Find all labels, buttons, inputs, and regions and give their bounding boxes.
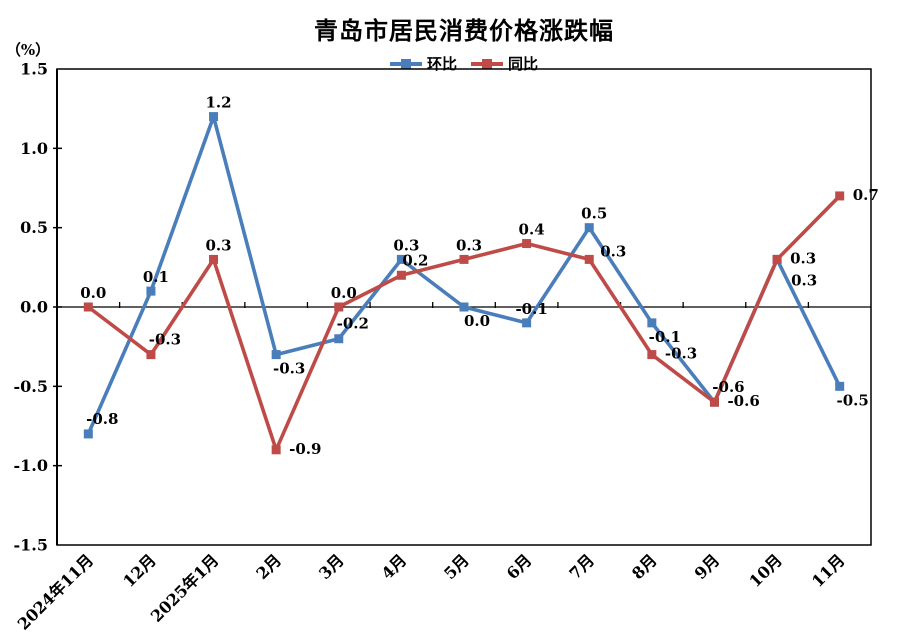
series-1-marker: [334, 302, 344, 312]
data-label: -0.3: [149, 331, 181, 349]
y-tick-label: -1.5: [14, 536, 48, 555]
series-0-marker: [584, 223, 594, 233]
x-axis-label: 9月: [691, 550, 724, 583]
data-label: 0.3: [205, 236, 231, 254]
series-0-marker: [459, 302, 469, 312]
series-1-marker: [584, 254, 594, 264]
series-1-marker: [396, 270, 406, 280]
data-label: -0.2: [337, 315, 369, 333]
series-1-marker: [647, 350, 657, 360]
series-1-data-labels: 0.0-0.30.3-0.90.00.20.30.40.3-0.3-0.60.3…: [80, 186, 879, 458]
data-label: 0.3: [791, 271, 817, 289]
data-label: -0.9: [289, 440, 321, 458]
series-1-marker: [522, 239, 532, 249]
series-1-marker: [146, 350, 156, 360]
series-1-marker: [772, 254, 782, 264]
data-label: 1.2: [205, 94, 231, 112]
chart-title: 青岛市居民消费价格涨跌幅: [314, 16, 614, 45]
series-0-marker: [835, 381, 845, 391]
legend-marker-yoy-icon: [471, 58, 503, 69]
data-label: -0.3: [273, 360, 305, 378]
series-1-marker: [209, 254, 219, 264]
x-axis-label: 12月: [119, 550, 160, 591]
series-0-marker: [522, 318, 532, 328]
data-label: 0.7: [853, 186, 879, 204]
series-0-marker: [209, 112, 219, 122]
x-axis-label: 7月: [565, 550, 598, 583]
data-label: 0.1: [143, 268, 169, 286]
series-0-data-labels: -0.8 0.1 1.2 -0.3 -0.2 0.3 0.0 -0.1 0.5 -0.1 -0.6 0…: [86, 94, 869, 428]
y-tick-label: -1.0: [14, 456, 48, 475]
y-axis-unit-label: （%）: [5, 41, 51, 59]
x-axis-label: 5月: [440, 550, 473, 583]
data-label: 0.3: [393, 236, 419, 254]
data-label: 0.5: [581, 205, 607, 223]
y-axis-ticks-and-labels: 1.5 1.0 0.5 0.0 -0.5 -1.0 -1.5: [14, 60, 62, 555]
x-axis-label: 3月: [315, 550, 348, 583]
x-axis-label: 8月: [628, 550, 661, 583]
series-0-marker: [334, 334, 344, 344]
x-axis-label: 6月: [503, 550, 536, 583]
series-1-marker: [459, 254, 469, 264]
series-1-marker: [835, 191, 845, 201]
x-axis-label: 2025年1月: [147, 550, 222, 625]
data-label: -0.1: [515, 300, 547, 318]
data-label: -0.8: [86, 410, 118, 428]
x-axis-label: 11月: [808, 550, 849, 591]
data-label: -0.5: [837, 391, 869, 409]
series-1-marker: [709, 397, 719, 407]
x-axis-label: 2月: [252, 550, 285, 583]
y-tick-label: 1.0: [20, 139, 48, 158]
series-1-marker: [271, 445, 281, 455]
y-tick-label: 0.5: [20, 218, 48, 237]
series-1-line-group: [83, 191, 845, 455]
series-0-marker: [396, 254, 406, 264]
data-label: 0.2: [402, 251, 428, 269]
y-tick-label: 1.5: [20, 60, 48, 79]
series-0-marker: [271, 350, 281, 360]
data-label: 0.4: [519, 221, 545, 239]
data-label: 0.0: [464, 312, 490, 330]
x-axis-label: 4月: [378, 550, 411, 583]
data-label: 0.3: [600, 242, 626, 260]
y-tick-label: 0.0: [20, 298, 48, 317]
legend-marker-mom-icon: [389, 58, 422, 69]
x-axis-label: 10月: [745, 550, 786, 591]
data-label: 0.3: [456, 236, 482, 254]
series-1-marker: [83, 302, 93, 312]
data-label: 0.0: [331, 284, 357, 302]
series-0-marker: [83, 429, 93, 439]
legend-square-swatch: [400, 58, 411, 69]
data-label: -0.1: [649, 328, 681, 346]
data-label: 0.0: [80, 284, 106, 302]
legend-square-swatch: [482, 58, 492, 69]
data-label: -0.6: [727, 392, 759, 410]
data-label: -0.6: [712, 378, 744, 396]
series-0-marker: [647, 318, 657, 328]
data-label: 0.3: [790, 249, 816, 267]
y-tick-label: -0.5: [14, 377, 48, 396]
series-0-marker: [146, 286, 156, 296]
x-axis-label: 2024年11月: [14, 550, 97, 633]
data-label: -0.3: [665, 345, 697, 363]
